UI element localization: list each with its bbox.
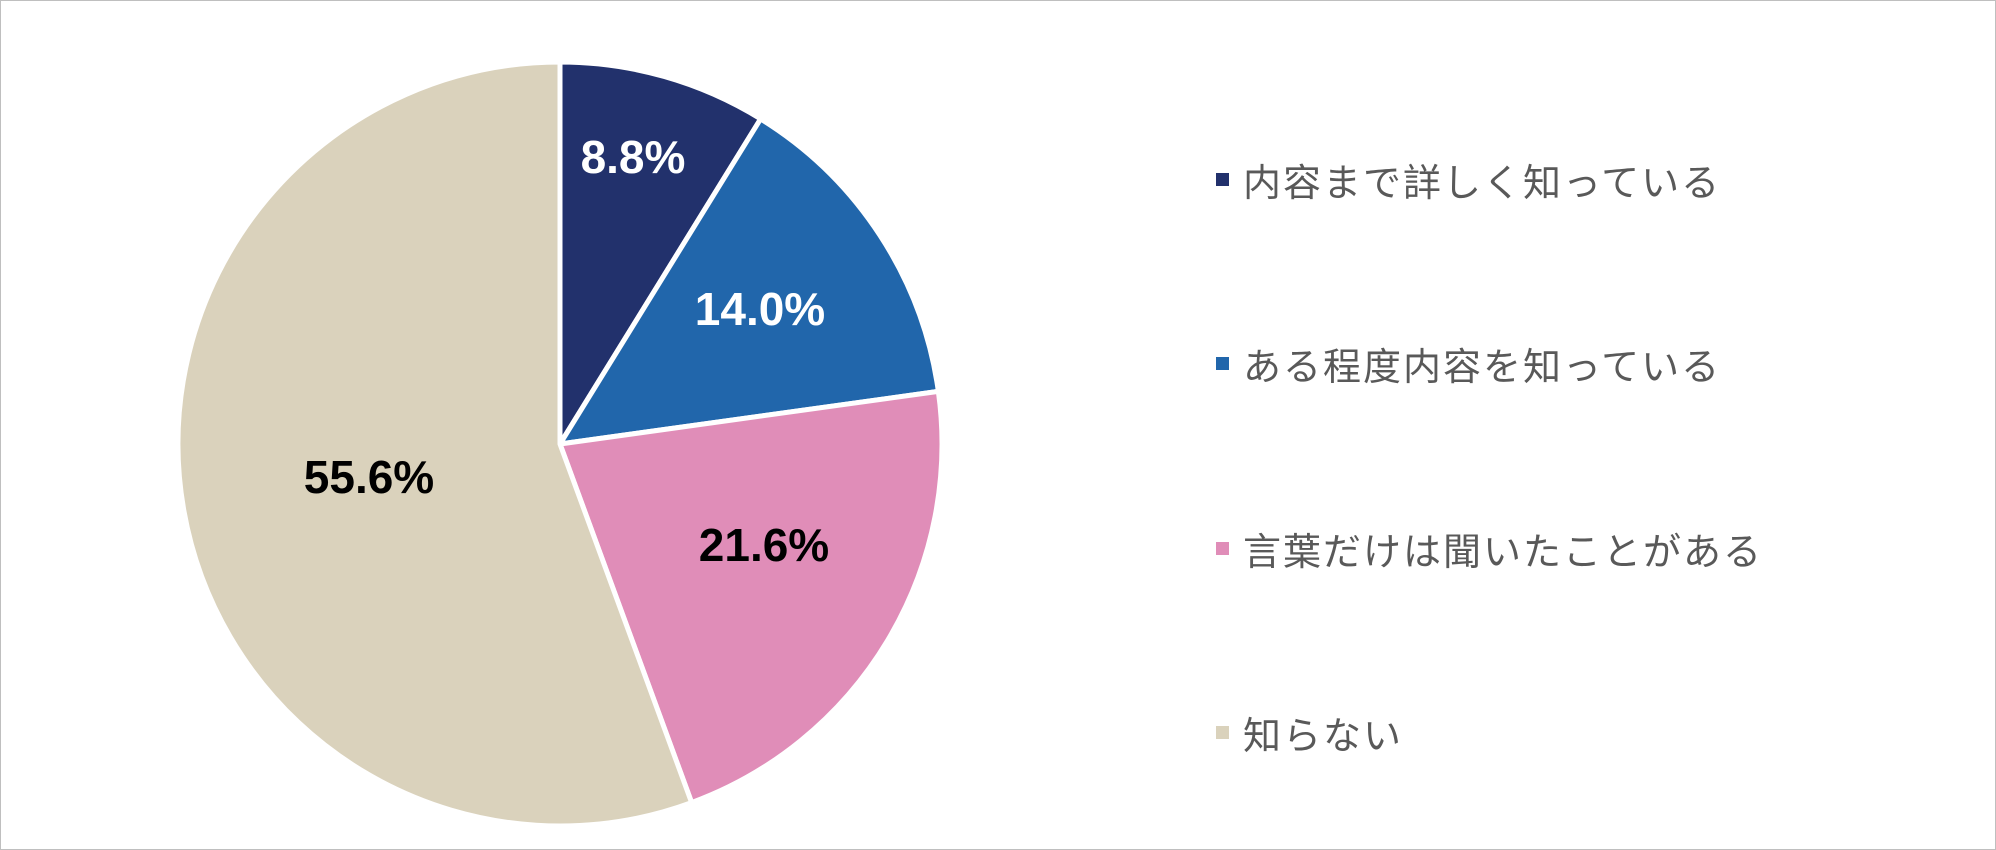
pie-slice — [557, 116, 941, 447]
legend-swatch — [1216, 542, 1229, 555]
legend-item: 言葉だけは聞いたことがある — [1216, 521, 1763, 576]
legend-item: 内容まで詳しく知っている — [1216, 152, 1721, 207]
data-label: 21.6% — [699, 519, 829, 571]
legend-label: ある程度内容を知っている — [1243, 345, 1722, 389]
legend-item: 知らない — [1216, 705, 1403, 760]
legend-item: ある程度内容を知っている — [1216, 336, 1721, 391]
legend-swatch — [1216, 173, 1229, 186]
data-label: 55.6% — [304, 451, 434, 503]
legend-label: 内容まで詳しく知っている — [1243, 161, 1722, 205]
legend-swatch — [1216, 726, 1229, 739]
pie-slice — [175, 59, 695, 829]
legend-label: 知らない — [1243, 714, 1404, 758]
legend-swatch — [1216, 357, 1229, 370]
legend-label: 言葉だけは聞いたことがある — [1243, 530, 1764, 574]
data-label: 8.8% — [581, 131, 686, 183]
pie-slice — [557, 59, 764, 447]
data-label: 14.0% — [695, 283, 825, 335]
